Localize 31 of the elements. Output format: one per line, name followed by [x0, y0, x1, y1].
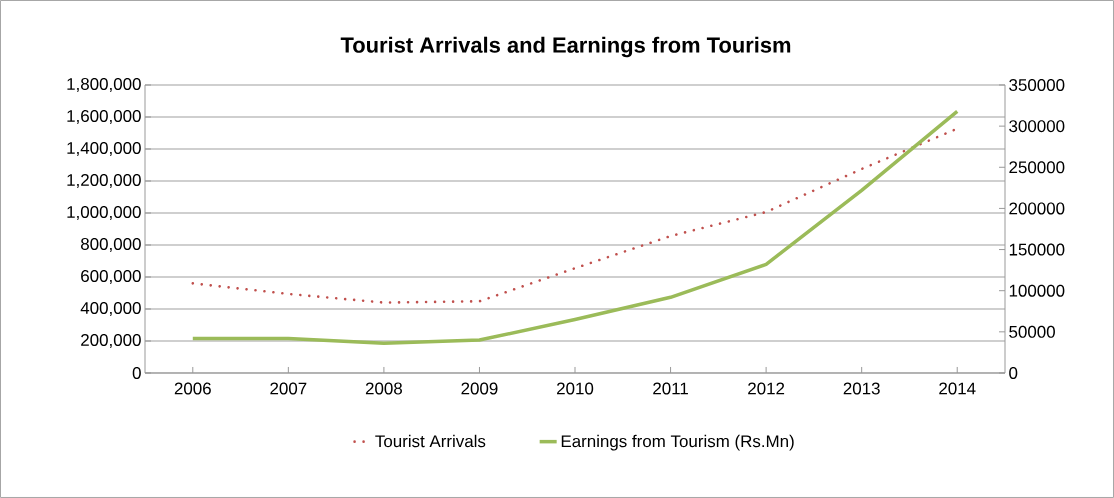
y2-tick-label: 350000	[1009, 78, 1065, 91]
y-tick-label: 200,000	[81, 333, 141, 348]
y-tick-label: 600,000	[81, 269, 141, 284]
y2-tick-label: 200000	[1009, 202, 1065, 215]
x-tick-label: 2008	[365, 382, 402, 395]
x-tick-label: 2013	[843, 382, 880, 395]
y-tick-label: 0	[132, 366, 141, 379]
y2-tick-label: 150000	[1009, 243, 1065, 256]
y-tick-label: 400,000	[80, 301, 141, 316]
x-tick-label: 2011	[653, 382, 688, 395]
y-tick-label: 1,200,000	[67, 173, 141, 188]
line-series	[191, 109, 959, 346]
legend-label: Tourist Arrivals	[375, 434, 486, 448]
x-tick-label: 2010	[557, 382, 594, 395]
x-tick-label: 2007	[270, 382, 307, 395]
x-tick-label: 2012	[748, 382, 785, 395]
y-tick-label: 1,800,000	[67, 77, 141, 92]
legend-label: Earnings from Tourism (Rs.Mn)	[561, 434, 794, 451]
y2-tick-label: 100000	[1009, 284, 1065, 297]
y-tick-label: 1,000,000	[67, 205, 141, 220]
x-tick-label: 2006	[174, 382, 211, 395]
y2-tick-label: 250000	[1009, 161, 1065, 174]
y-tick-label: 1,600,000	[67, 109, 141, 124]
chart-title: Tourist Arrivals and Earnings from Tourism	[340, 36, 791, 58]
y2-tick-label: 0	[1009, 366, 1018, 379]
y2-tick-label: 50000	[1009, 325, 1055, 338]
y2-tick-label: 300000	[1009, 120, 1065, 133]
y-tick-label: 1,400,000	[67, 141, 141, 156]
x-tick-label: 2014	[939, 382, 976, 395]
x-tick-label: 2009	[461, 382, 498, 395]
y-tick-label: 800,000	[81, 237, 141, 252]
